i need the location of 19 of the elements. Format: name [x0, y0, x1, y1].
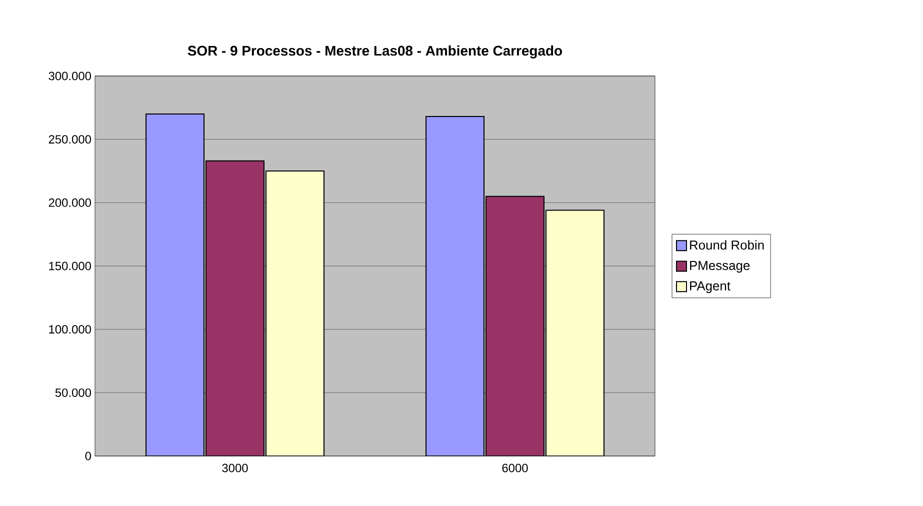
y-tick-label: 0: [85, 452, 92, 460]
chart-title: SOR - 9 Processos - Mestre Las08 - Ambiente Carregado: [188, 45, 562, 58]
bar: [426, 116, 485, 456]
y-tick-label: 250.000: [48, 135, 92, 144]
y-tick-label: 150.000: [49, 262, 92, 270]
y-tick-label: 200.000: [48, 198, 92, 207]
legend-label: PAgent: [690, 281, 730, 294]
bar: [545, 210, 604, 456]
y-tick-label: 100.000: [49, 325, 92, 334]
y-tick-label: 300.000: [48, 72, 92, 80]
legend-label: PMessage: [690, 261, 750, 273]
bar: [265, 170, 324, 456]
bar: [146, 113, 205, 456]
x-tick-label: 3000: [222, 464, 248, 472]
bar: [205, 160, 264, 456]
x-tick-label: 6000: [502, 464, 528, 472]
legend-label: Round Robin: [690, 240, 764, 250]
bar: [486, 196, 544, 456]
y-tick-label: 50.000: [55, 388, 92, 397]
